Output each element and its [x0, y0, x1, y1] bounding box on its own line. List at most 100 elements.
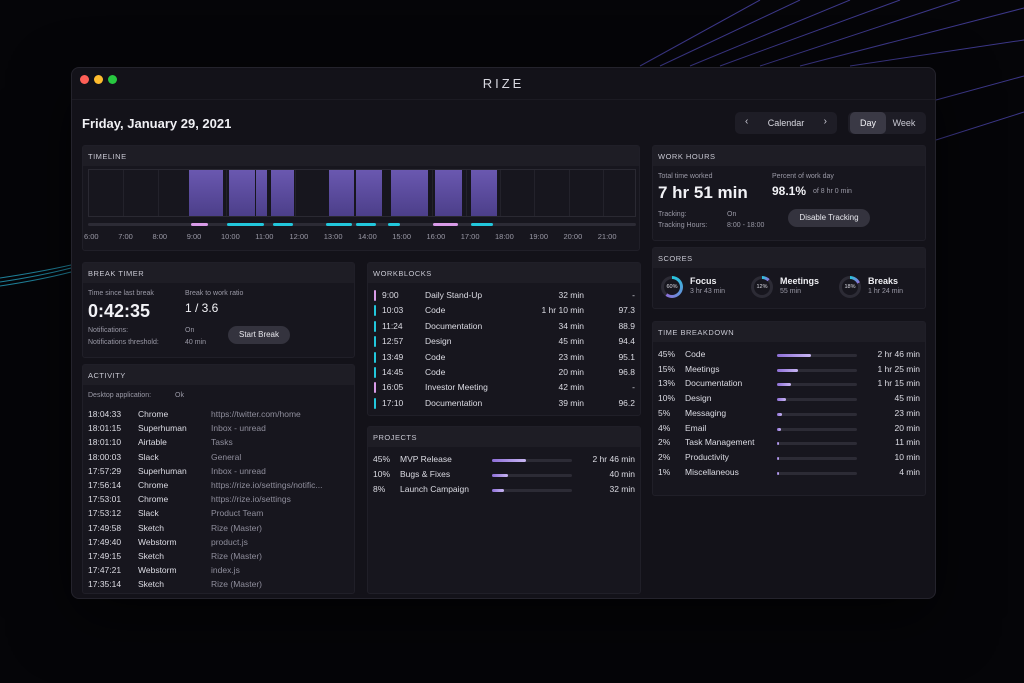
project-bar — [492, 489, 572, 492]
breakdown-name[interactable]: Email — [685, 422, 707, 433]
score-label: Breaks — [868, 276, 899, 286]
timeline-workblock-marker[interactable] — [355, 223, 376, 226]
break-timer-panel: BREAK TIMER Time since last break 0:42:3… — [82, 262, 355, 358]
breakdown-name[interactable]: Miscellaneous — [685, 466, 739, 477]
ratio-label: Break to work ratio — [185, 290, 244, 297]
breakdown-bar-fill — [777, 398, 786, 402]
timeline-block[interactable] — [470, 170, 497, 216]
tab-day[interactable]: Day — [850, 112, 886, 134]
breakdown-name[interactable]: Productivity — [685, 451, 729, 462]
calendar-button[interactable]: Calendar — [767, 118, 805, 128]
breakdown-name[interactable]: Meetings — [685, 363, 720, 374]
timeline-tick-label: 20:00 — [563, 232, 583, 241]
total-time-value: 7 hr 51 min — [658, 183, 748, 202]
tab-week[interactable]: Week — [892, 118, 916, 128]
workblock-name[interactable]: Documentation — [425, 320, 483, 331]
workblock-duration: 34 min — [558, 320, 584, 331]
workblock-duration: 1 hr 10 min — [541, 305, 584, 316]
timeline-block[interactable] — [391, 170, 418, 216]
timeline-block[interactable] — [418, 170, 429, 216]
project-name[interactable]: Bugs & Fixes — [400, 469, 451, 479]
timeline-workblock-marker[interactable] — [190, 223, 208, 226]
time-since-label: Time since last break — [88, 290, 154, 297]
score-ring: 60% — [661, 276, 683, 298]
disable-tracking-button[interactable]: Disable Tracking — [788, 209, 870, 227]
timeline-tick-label: 6:00 — [84, 232, 99, 241]
workblock-name[interactable]: Documentation — [425, 397, 483, 408]
timeline-block[interactable] — [434, 170, 463, 216]
timeline-gridline — [465, 170, 467, 216]
breakdown-bar — [777, 354, 857, 357]
timeline-chart[interactable] — [88, 169, 636, 217]
score-label: Focus — [690, 276, 717, 286]
workblock-name[interactable]: Code — [425, 351, 446, 362]
timeline-block[interactable] — [270, 170, 295, 216]
timeline-block[interactable] — [256, 170, 268, 216]
project-name[interactable]: MVP Release — [400, 454, 452, 464]
timeline-workblock-marker[interactable] — [272, 223, 294, 226]
timeline-tick-label: 7:00 — [118, 232, 133, 241]
score-value: 1 hr 24 min — [868, 288, 904, 295]
workblock-name[interactable]: Code — [425, 367, 446, 377]
workblock-name[interactable]: Investor Meeting — [425, 382, 488, 393]
timeline-gridline — [157, 170, 159, 216]
breakdown-percent: 4% — [658, 422, 671, 433]
workblock-color-marker — [374, 351, 376, 363]
percent-of-value: of 8 hr 0 min — [813, 188, 852, 195]
start-break-button[interactable]: Start Break — [228, 326, 290, 344]
project-percent: 45% — [373, 454, 391, 464]
timeline-block[interactable] — [356, 170, 382, 216]
projects-panel: PROJECTS 45% MVP Release 2 hr 46 min 10% Bug… — [367, 426, 641, 594]
breakdown-name[interactable]: Messaging — [685, 407, 727, 418]
workblock-duration: 20 min — [558, 367, 584, 377]
breakdown-duration: 1 hr 25 min — [877, 363, 920, 374]
workblock-name[interactable]: Code — [425, 305, 446, 316]
minimize-window-button[interactable] — [94, 75, 103, 84]
timeline-workblock-marker[interactable] — [433, 223, 458, 226]
workblock-name[interactable]: Daily Stand-Up — [425, 290, 483, 300]
breakdown-percent: 5% — [658, 407, 671, 418]
chevron-left-icon[interactable]: ‹ — [745, 116, 749, 127]
workblocks-heading: WORKBLOCKS — [368, 263, 640, 283]
timeline-workblock-marker[interactable] — [326, 223, 352, 226]
timeline-heading: TIMELINE — [83, 146, 639, 166]
activity-time: 17:47:21 — [88, 565, 122, 576]
breakdown-name[interactable]: Design — [685, 393, 712, 404]
timeline-tick-label: 19:00 — [529, 232, 549, 241]
timeline-block[interactable] — [328, 170, 355, 216]
activity-app: Chrome — [138, 409, 169, 419]
project-duration: 32 min — [609, 484, 635, 494]
activity-time: 17:53:01 — [88, 494, 122, 505]
workblock-score: - — [632, 290, 635, 300]
workblock-color-marker — [374, 397, 376, 409]
project-name[interactable]: Launch Campaign — [400, 484, 469, 494]
project-bar-fill — [492, 459, 526, 462]
score-ring-percent: 60% — [664, 279, 680, 295]
timeline-workblock-marker[interactable] — [226, 223, 265, 226]
timeline-tick-label: 14:00 — [358, 232, 377, 241]
activity-app: Sketch — [138, 551, 164, 561]
breakdown-name[interactable]: Task Management — [685, 437, 755, 448]
breakdown-duration: 11 min — [895, 437, 920, 448]
timeline-block[interactable] — [189, 170, 224, 216]
project-bar-fill — [492, 489, 504, 492]
breakdown-percent: 2% — [658, 437, 671, 448]
workblock-name[interactable]: Design — [425, 336, 452, 347]
timeline-panel: TIMELINE 6:00 7:00 8:00 9:00 10:00 11:00 12:00… — [82, 145, 640, 251]
close-window-button[interactable] — [80, 75, 89, 84]
breakdown-name[interactable]: Code — [685, 349, 706, 359]
work-hours-panel: WORK HOURS Total time worked 7 hr 51 min… — [652, 145, 926, 241]
timeline-tick-label: 12:00 — [289, 232, 309, 241]
zoom-window-button[interactable] — [108, 75, 117, 84]
chevron-right-icon[interactable]: › — [823, 116, 827, 127]
breakdown-percent: 2% — [658, 451, 671, 462]
timeline-block[interactable] — [229, 170, 256, 216]
workblock-time: 13:49 — [382, 351, 404, 362]
breakdown-name[interactable]: Documentation — [685, 378, 743, 389]
activity-detail: https://rize.io/settings/notific... — [211, 480, 323, 490]
notifications-label: Notifications: — [88, 327, 129, 334]
timeline-workblock-marker[interactable] — [470, 223, 493, 226]
projects-heading: PROJECTS — [368, 427, 640, 447]
timeline-workblock-marker[interactable] — [387, 223, 400, 226]
activity-detail: https://rize.io/settings — [211, 494, 291, 505]
